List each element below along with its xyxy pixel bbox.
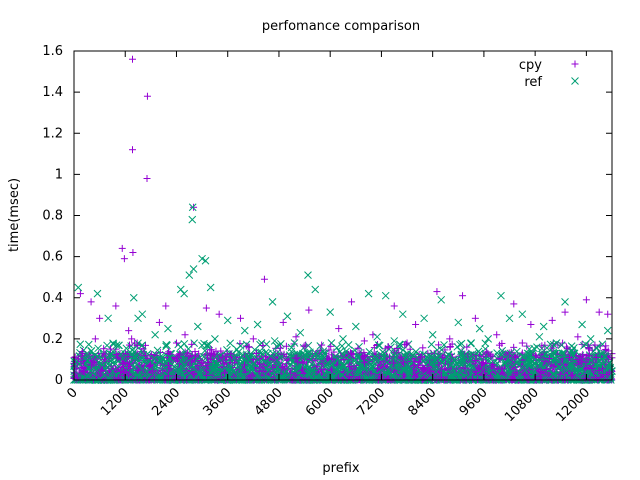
band-point <box>290 339 299 347</box>
band-point <box>601 346 609 354</box>
band-point <box>226 339 235 348</box>
band-point <box>252 349 260 357</box>
band-point <box>446 343 454 351</box>
band-point <box>212 347 220 355</box>
band-point <box>316 342 325 350</box>
band-point <box>103 341 111 350</box>
band-point <box>153 346 162 355</box>
band-point <box>273 342 281 351</box>
band-point <box>502 369 511 378</box>
band-point <box>519 352 528 361</box>
y-axis-title: time(msec) <box>7 178 22 252</box>
band-point <box>456 340 464 349</box>
band-point <box>498 339 506 347</box>
band-point <box>481 339 490 348</box>
band-point <box>440 341 448 349</box>
band-point <box>282 342 290 350</box>
band-point <box>112 351 120 359</box>
band-point <box>338 342 346 350</box>
band-point <box>427 340 436 349</box>
band-point <box>262 340 271 349</box>
chart-title: perfomance comparison <box>262 19 420 34</box>
band-point <box>511 354 519 362</box>
series-layer <box>70 55 616 384</box>
x-axis-title: prefix <box>322 461 359 476</box>
band-point <box>501 351 510 360</box>
band-point <box>437 345 446 354</box>
band-point <box>148 351 156 359</box>
band-point <box>501 358 509 367</box>
band-point <box>332 343 341 352</box>
band-point <box>605 355 613 363</box>
band-point <box>406 345 414 353</box>
band-point <box>138 341 147 350</box>
band-point <box>549 348 558 357</box>
band-point <box>76 340 85 349</box>
band-point <box>374 341 383 349</box>
band-point <box>510 343 518 351</box>
band-point <box>354 344 362 352</box>
band-point <box>184 345 193 353</box>
dense-band <box>70 339 616 384</box>
band-point <box>176 343 185 351</box>
band-point <box>84 340 93 349</box>
band-point <box>497 350 506 359</box>
band-point <box>548 344 556 352</box>
band-point <box>384 343 392 351</box>
band-point <box>100 345 108 353</box>
band-point <box>347 350 355 358</box>
band-point <box>244 343 252 351</box>
band-point <box>257 348 266 357</box>
band-point <box>327 342 335 350</box>
band-point <box>273 350 281 358</box>
band-point <box>396 340 405 349</box>
band-point <box>106 350 115 358</box>
band-point <box>287 343 296 352</box>
band-point <box>523 349 532 358</box>
band-point <box>559 339 567 347</box>
band-point <box>495 354 503 362</box>
band-point <box>441 346 449 354</box>
band-point <box>453 365 461 373</box>
band-point <box>91 351 100 359</box>
band-point <box>489 364 497 372</box>
band-point <box>551 354 559 362</box>
band-point <box>365 357 373 365</box>
band-point <box>259 342 267 350</box>
band-point <box>533 343 541 351</box>
band-point <box>402 341 410 349</box>
band-point <box>378 348 387 356</box>
band-point <box>118 364 126 372</box>
band-point <box>419 344 427 352</box>
